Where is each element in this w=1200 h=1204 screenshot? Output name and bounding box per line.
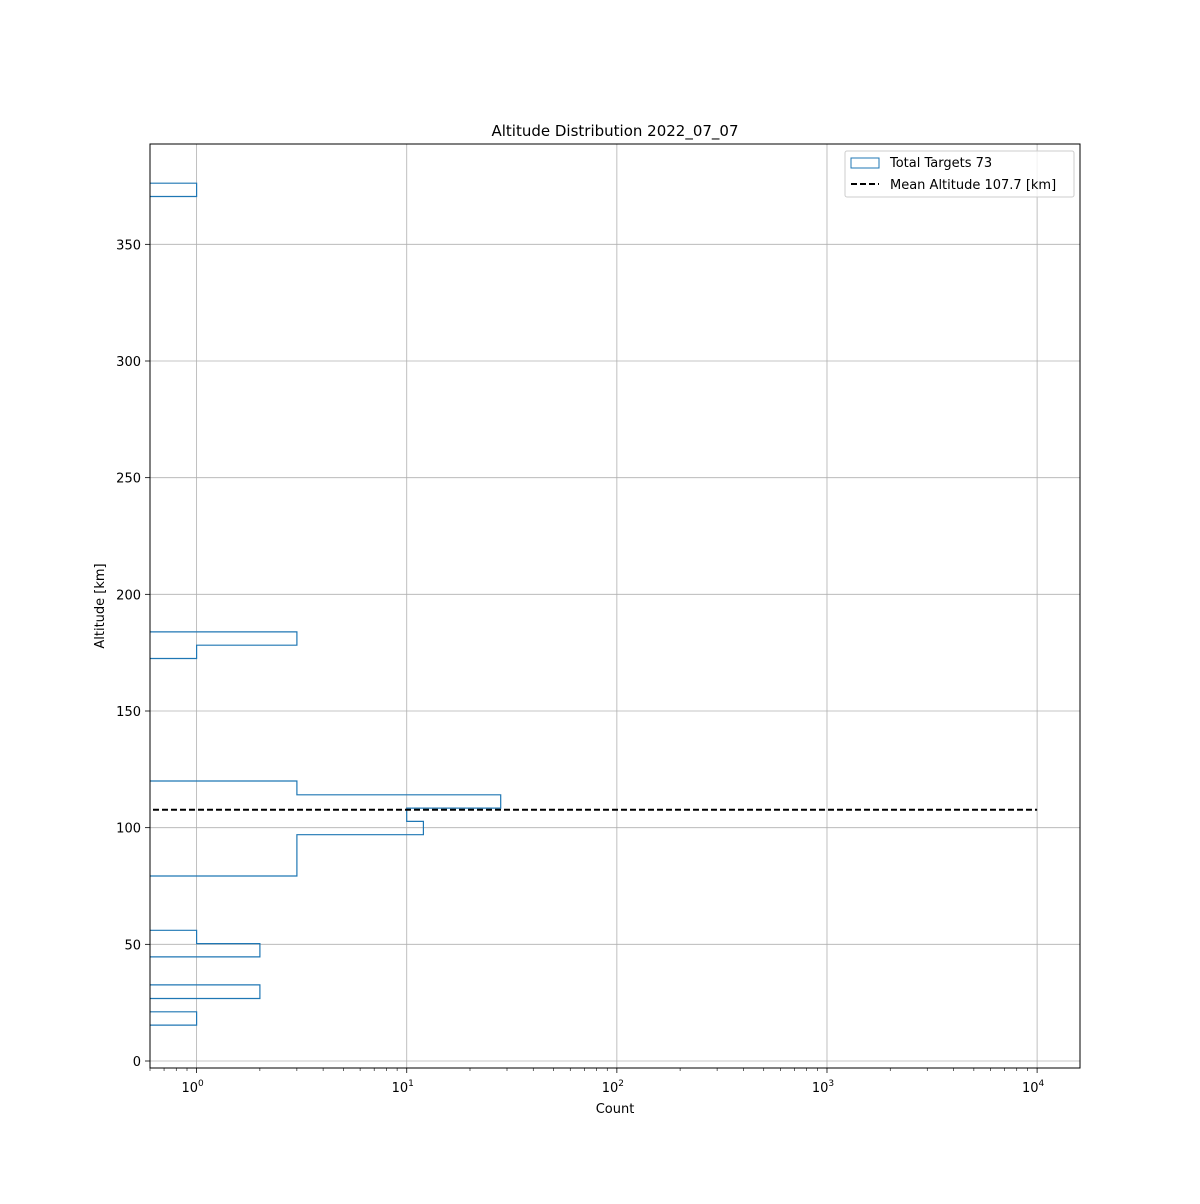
- x-tick-label: 102: [602, 1079, 624, 1096]
- histogram-bar: [150, 780, 502, 877]
- histogram-bar: [150, 1011, 198, 1026]
- legend-mean-line-label: Mean Altitude 107.7 [km]: [890, 178, 1056, 193]
- x-tick-label: 103: [812, 1079, 834, 1096]
- x-tick-label: 104: [1022, 1079, 1045, 1096]
- y-tick-label: 50: [124, 938, 141, 953]
- x-axis-ticks: 100 101 102 103 104: [149, 1068, 1045, 1096]
- legend-histogram-label: Total Targets 73: [889, 156, 992, 171]
- x-axis-label: Count: [596, 1102, 635, 1117]
- y-tick-label: 250: [116, 472, 141, 487]
- histogram-series: [150, 182, 502, 1026]
- histogram-bar: [150, 929, 261, 958]
- legend-box: [844, 150, 1075, 198]
- x-tick-label: 101: [392, 1079, 414, 1096]
- plot-area-frame: [149, 143, 1081, 1069]
- chart-title: Altitude Distribution 2022_07_07: [491, 122, 738, 141]
- legend: Total Targets 73 Mean Altitude 107.7 [km…: [844, 150, 1075, 198]
- y-tick-label: 300: [116, 355, 141, 370]
- y-tick-label: 100: [116, 822, 141, 837]
- legend-histogram-swatch: [850, 157, 880, 169]
- x-tick-label: 100: [181, 1079, 204, 1096]
- grid: [150, 144, 1080, 1068]
- histogram-bar: [150, 984, 261, 1000]
- y-axis-label: Altitude [km]: [93, 563, 108, 648]
- histogram-bar: [150, 631, 298, 660]
- y-tick-label: 200: [116, 588, 141, 603]
- histogram-bar: [150, 182, 198, 198]
- y-tick-label: 0: [133, 1055, 141, 1070]
- y-axis-ticks: 0 50 100 150 200 250 300 350: [116, 238, 150, 1070]
- y-tick-label: 350: [116, 238, 141, 253]
- y-tick-label: 150: [116, 705, 141, 720]
